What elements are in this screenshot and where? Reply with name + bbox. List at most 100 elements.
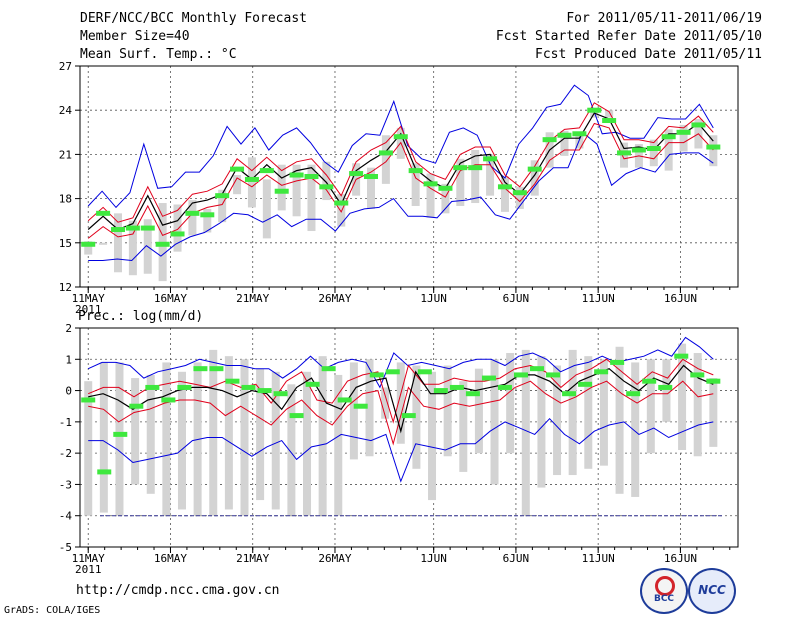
temperature-box [84,241,93,255]
bcc-logo: BCC [640,568,688,614]
precipitation-median-marker [225,378,240,384]
temperature-box [277,164,286,211]
precipitation-median-marker [289,413,304,419]
temperature-median-marker [631,147,646,153]
precipitation-median-marker [642,378,657,384]
chart-title: DERF/NCC/BCC Monthly Forecast [80,11,307,26]
temperature-median-marker [661,134,676,140]
temperature-ytick-label: 27 [59,60,72,73]
precipitation-ytick-label: -3 [59,478,72,491]
precipitation-box [303,371,312,516]
precipitation-median-marker [337,397,352,403]
temperature-box [307,164,316,232]
temperature-median-marker [602,118,617,124]
precipitation-median-marker [97,469,112,475]
precipitation-box [678,343,687,451]
temperature-median-marker [125,225,140,231]
precipitation-upper-line [88,358,714,424]
precipitation-box [334,374,343,516]
precipitation-median-marker [241,384,256,390]
precipitation-median-marker [578,381,593,387]
precipitation-box [459,381,468,472]
precipitation-xtick-label: 26MAY [318,552,351,565]
precipitation-xtick-label: 21MAY [236,552,269,565]
temperature-median-marker [676,129,691,135]
precipitation-box [693,353,702,457]
precipitation-box [349,362,358,460]
precipitation-mean-line [88,364,714,434]
temperature-median-marker [512,190,527,196]
temperature-box [515,186,524,209]
precipitation-median-marker [321,366,336,372]
temperature-box [292,164,301,217]
precipitation-box [584,356,593,469]
bcc-logo-mark [655,576,675,596]
precipitation-box [474,368,483,454]
temperature-box [486,154,495,196]
precipitation-lower-line [88,380,714,446]
temperature-xtick-label: 11JUN [582,292,615,305]
temperature-median-marker [557,132,572,138]
source-url[interactable]: http://cmdp.ncc.cma.gov.cn [76,583,280,598]
temperature-ytick-label: 24 [59,104,73,117]
precipitation-median-marker [113,431,128,437]
temperature-box [188,200,197,236]
temperature-median-marker [483,156,498,162]
precipitation-median-marker [546,372,561,378]
precipitation-box [396,362,405,444]
temperature-median-marker [587,107,602,113]
temperature-median-marker [691,122,706,128]
bcc-logo-text: BCC [653,594,675,604]
precipitation-box [162,362,171,516]
precipitation-median-marker [658,384,673,390]
precipitation-median-marker [481,375,496,381]
precipitation-median-marker [145,384,160,390]
temperature-median-marker [140,225,155,231]
precipitation-median-marker [273,391,288,397]
precipitation-median-marker [193,366,208,372]
precipitation-ytick-label: 1 [65,353,72,366]
precipitation-median-marker [690,372,705,378]
variable-label: Mean Surf. Temp.: °C [80,47,237,62]
temperature-box [679,124,688,152]
temperature-box [262,179,271,239]
precipitation-median-marker [257,388,272,394]
precipitation-xtick-label: 1JUN [420,552,447,565]
precipitation-median-marker [626,391,641,397]
precipitation-box [84,381,93,516]
precipitation-box [115,362,124,516]
temperature-box [173,204,182,252]
temperature-box [649,139,658,167]
temperature-median-marker [155,241,170,247]
temperature-median-marker [200,212,215,218]
temperature-median-marker [304,174,319,179]
temperature-max-line [87,84,714,209]
temperature-median-marker [274,188,289,194]
temperature-median-marker [408,168,423,174]
precipitation-box [709,378,718,447]
precipitation-frame [79,327,739,548]
precipitation-box [271,371,280,510]
precipitation-xtick-label: 6JUN [503,552,530,565]
precipitation-median-marker [401,413,416,419]
precipitation-box [318,356,327,516]
precipitation-median-marker [449,384,464,390]
precipitation-box [365,359,374,457]
precip-title: Prec.: log(mm/d) [78,309,204,324]
temperature-median-marker [110,227,125,233]
precipitation-box [537,356,546,488]
precipitation-median-marker [385,369,400,375]
grads-credit: GrADS: COLA/IGES [4,605,101,616]
temperature-median-marker [438,185,453,191]
member-size: Member Size=40 [80,29,190,44]
precipitation-median-marker [594,369,609,375]
precipitation-ytick-label: 0 [65,385,72,398]
precipitation-median-marker [530,366,545,372]
temperature-box [203,208,212,233]
temperature-box [530,160,539,196]
precipitation-box [490,359,499,485]
temperature-median-marker [349,171,364,177]
temperature-median-marker [230,166,245,172]
temperature-box [605,110,614,118]
precipitation-box [381,387,390,419]
